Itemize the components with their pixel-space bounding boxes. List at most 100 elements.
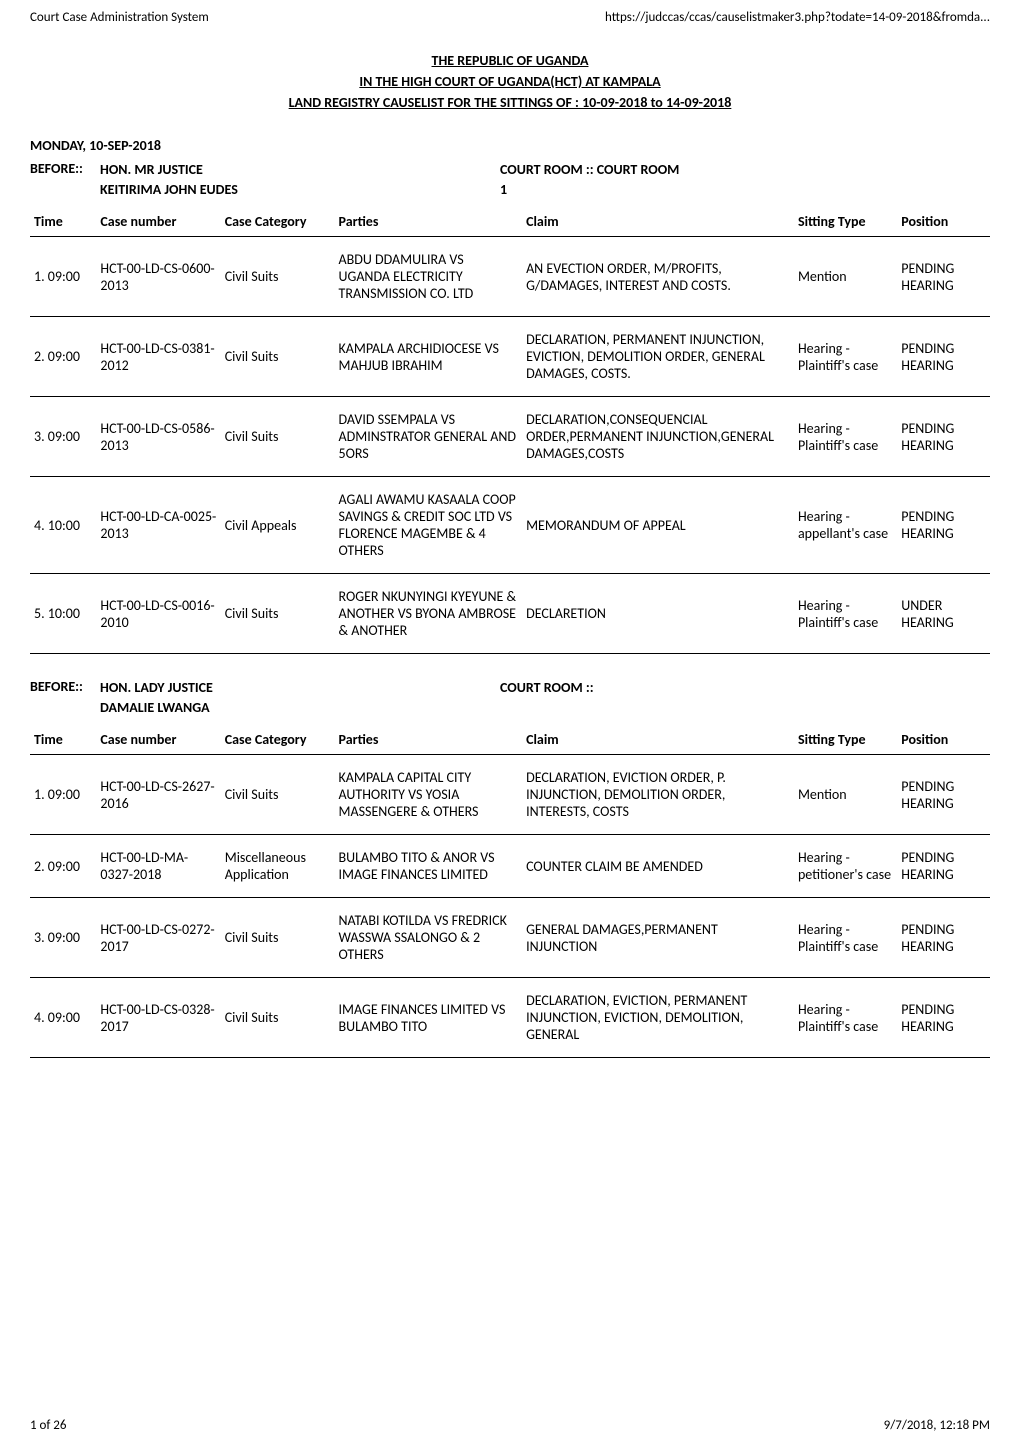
table-header-row: Time Case number Case Category Parties C… [30, 725, 990, 755]
th-sitting-type: Sitting Type [794, 725, 897, 755]
cell-position: PENDING HEARING [897, 317, 990, 397]
cell-case-number: HCT-00-LD-CS-0381-2012 [96, 317, 220, 397]
page-footer-left: 1 of 26 [30, 1418, 66, 1433]
cell-time: 1. 09:00 [30, 237, 96, 317]
th-case-category: Case Category [221, 725, 335, 755]
before-row: BEFORE:: HON. MR JUSTICE KEITIRIMA JOHN … [30, 160, 990, 199]
cell-category: Civil Suits [221, 237, 335, 317]
th-case-number: Case number [96, 207, 220, 237]
th-parties: Parties [335, 725, 523, 755]
cell-position: UNDER HEARING [897, 574, 990, 654]
title-line1: THE REPUBLIC OF UGANDA [30, 50, 990, 71]
title-block: THE REPUBLIC OF UGANDA IN THE HIGH COURT… [30, 50, 990, 113]
cell-position: PENDING HEARING [897, 898, 990, 978]
cell-position: PENDING HEARING [897, 755, 990, 835]
table-row: 2. 09:00 HCT-00-LD-CS-0381-2012 Civil Su… [30, 317, 990, 397]
cell-parties: DAVID SSEMPALA VS ADMINSTRATOR GENERAL A… [335, 397, 523, 477]
cell-category: Civil Suits [221, 574, 335, 654]
page-footer-right: 9/7/2018, 12:18 PM [884, 1418, 990, 1433]
table-row: 3. 09:00 HCT-00-LD-CS-0586-2013 Civil Su… [30, 397, 990, 477]
cell-position: PENDING HEARING [897, 835, 990, 898]
th-case-number: Case number [96, 725, 220, 755]
table-row: 4. 09:00 HCT-00-LD-CS-0328-2017 Civil Su… [30, 978, 990, 1058]
cell-case-number: HCT-00-LD-MA-0327-2018 [96, 835, 220, 898]
cell-claim: AN EVECTION ORDER, M/PROFITS, G/DAMAGES,… [522, 237, 794, 317]
judge-line1: HON. LADY JUSTICE [100, 678, 500, 698]
cell-time: 2. 09:00 [30, 317, 96, 397]
th-claim: Claim [522, 725, 794, 755]
title-line2: IN THE HIGH COURT OF UGANDA(HCT) AT KAMP… [30, 71, 990, 92]
cell-sitting: Mention [794, 237, 897, 317]
cell-time: 3. 09:00 [30, 397, 96, 477]
th-sitting-type: Sitting Type [794, 207, 897, 237]
cell-claim: DECLARATION, EVICTION, PERMANENT INJUNCT… [522, 978, 794, 1058]
cell-position: PENDING HEARING [897, 477, 990, 574]
cell-parties: AGALI AWAMU KASAALA COOP SAVINGS & CREDI… [335, 477, 523, 574]
cell-sitting: Hearing - petitioner's case [794, 835, 897, 898]
table-row: 5. 10:00 HCT-00-LD-CS-0016-2010 Civil Su… [30, 574, 990, 654]
cell-claim: DECLARETION [522, 574, 794, 654]
judge-line2: KEITIRIMA JOHN EUDES [100, 180, 500, 200]
cell-category: Civil Suits [221, 397, 335, 477]
cell-claim: MEMORANDUM OF APPEAL [522, 477, 794, 574]
cell-claim: COUNTER CLAIM BE AMENDED [522, 835, 794, 898]
cell-category: Civil Suits [221, 978, 335, 1058]
cell-sitting: Hearing - Plaintiff's case [794, 898, 897, 978]
th-position: Position [897, 207, 990, 237]
cell-parties: KAMPALA ARCHIDIOCESE VS MAHJUB IBRAHIM [335, 317, 523, 397]
cell-case-number: HCT-00-LD-CS-0586-2013 [96, 397, 220, 477]
cell-sitting: Mention [794, 755, 897, 835]
cell-time: 4. 10:00 [30, 477, 96, 574]
cell-claim: GENERAL DAMAGES,PERMANENT INJUNCTION [522, 898, 794, 978]
cell-parties: KAMPALA CAPITAL CITY AUTHORITY VS YOSIA … [335, 755, 523, 835]
cell-case-number: HCT-00-LD-CA-0025-2013 [96, 477, 220, 574]
table-row: 1. 09:00 HCT-00-LD-CS-2627-2016 Civil Su… [30, 755, 990, 835]
cell-position: PENDING HEARING [897, 397, 990, 477]
cell-position: PENDING HEARING [897, 978, 990, 1058]
before-label: BEFORE:: [30, 160, 100, 199]
cell-sitting: Hearing - Plaintiff's case [794, 574, 897, 654]
cell-claim: DECLARATION, PERMANENT INJUNCTION, EVICT… [522, 317, 794, 397]
table-header-row: Time Case number Case Category Parties C… [30, 207, 990, 237]
page-header-left: Court Case Administration System [30, 10, 209, 25]
th-claim: Claim [522, 207, 794, 237]
table-row: 1. 09:00 HCT-00-LD-CS-0600-2013 Civil Su… [30, 237, 990, 317]
cell-category: Civil Suits [221, 317, 335, 397]
cell-category: Civil Appeals [221, 477, 335, 574]
court-line1: COURT ROOM :: COURT ROOM [500, 160, 679, 180]
th-case-category: Case Category [221, 207, 335, 237]
before-label: BEFORE:: [30, 678, 100, 717]
table-row: 2. 09:00 HCT-00-LD-MA-0327-2018 Miscella… [30, 835, 990, 898]
before-judge: HON. MR JUSTICE KEITIRIMA JOHN EUDES [100, 160, 500, 199]
judge-line2: DAMALIE LWANGA [100, 698, 500, 718]
cell-category: Civil Suits [221, 755, 335, 835]
cell-time: 5. 10:00 [30, 574, 96, 654]
table-row: 4. 10:00 HCT-00-LD-CA-0025-2013 Civil Ap… [30, 477, 990, 574]
cell-parties: ROGER NKUNYINGI KYEYUNE & ANOTHER VS BYO… [335, 574, 523, 654]
cell-time: 4. 09:00 [30, 978, 96, 1058]
cell-case-number: HCT-00-LD-CS-0016-2010 [96, 574, 220, 654]
cell-time: 3. 09:00 [30, 898, 96, 978]
cell-sitting: Hearing - appellant's case [794, 477, 897, 574]
causelist-table: Time Case number Case Category Parties C… [30, 207, 990, 654]
causelist-table: Time Case number Case Category Parties C… [30, 725, 990, 1058]
before-row: BEFORE:: HON. LADY JUSTICE DAMALIE LWANG… [30, 678, 990, 717]
cell-sitting: Hearing - Plaintiff's case [794, 317, 897, 397]
cell-case-number: HCT-00-LD-CS-0600-2013 [96, 237, 220, 317]
cell-category: Civil Suits [221, 898, 335, 978]
cell-claim: DECLARATION,CONSEQUENCIAL ORDER,PERMANEN… [522, 397, 794, 477]
table-row: 3. 09:00 HCT-00-LD-CS-0272-2017 Civil Su… [30, 898, 990, 978]
court-line1: COURT ROOM :: [500, 678, 594, 698]
cell-category: Miscellaneous Application [221, 835, 335, 898]
page-header-right: https://judccas/ccas/causelistmaker3.php… [605, 10, 990, 25]
cell-parties: IMAGE FINANCES LIMITED VS BULAMBO TITO [335, 978, 523, 1058]
cell-claim: DECLARATION, EVICTION ORDER, P. INJUNCTI… [522, 755, 794, 835]
title-line3: LAND REGISTRY CAUSELIST FOR THE SITTINGS… [30, 92, 990, 113]
cell-case-number: HCT-00-LD-CS-0272-2017 [96, 898, 220, 978]
cell-sitting: Hearing - Plaintiff's case [794, 397, 897, 477]
cell-time: 1. 09:00 [30, 755, 96, 835]
before-court: COURT ROOM :: [500, 678, 594, 717]
before-judge: HON. LADY JUSTICE DAMALIE LWANGA [100, 678, 500, 717]
th-parties: Parties [335, 207, 523, 237]
cell-case-number: HCT-00-LD-CS-0328-2017 [96, 978, 220, 1058]
